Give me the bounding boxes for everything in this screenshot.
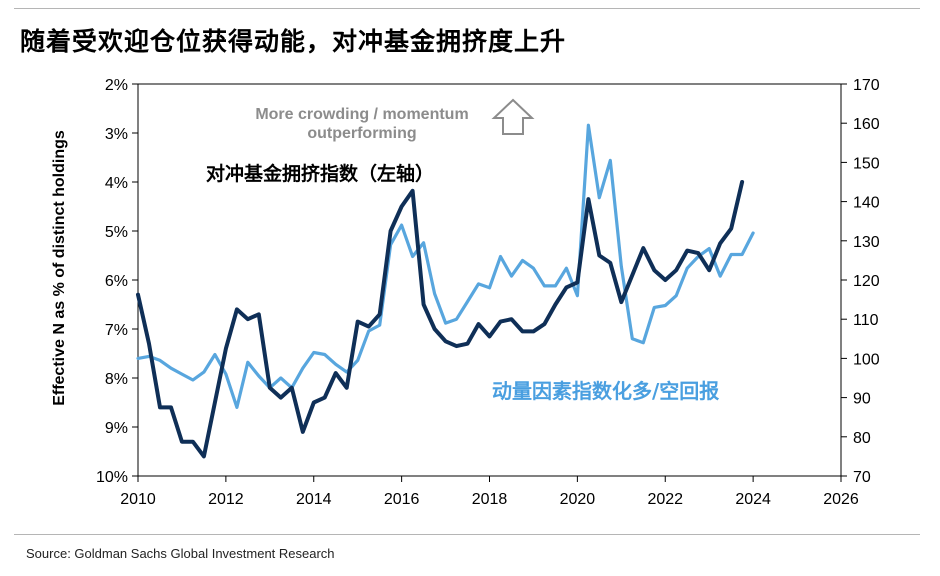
- y-left-tick-label: 4%: [105, 175, 128, 192]
- axis-ticks: 2010 2012 2014 2016 2018 2020 2022 2024 2026 2% 3%…: [96, 77, 880, 508]
- up-arrow-icon: [491, 98, 535, 135]
- y-right-tick-label: 140: [853, 195, 880, 212]
- x-tick-label: 2022: [647, 491, 683, 508]
- y-right-tick-label: 150: [853, 155, 880, 172]
- y-axis-left-title: Effective N as % of distinct holdings: [51, 130, 68, 406]
- y-left-tick-label: 9%: [105, 420, 128, 437]
- y-left-tick-label: 7%: [105, 322, 128, 339]
- x-tick-label: 2024: [735, 491, 771, 508]
- y-right-tick-label: 90: [853, 391, 871, 408]
- x-tick-label: 2020: [560, 491, 596, 508]
- x-tick-label: 2010: [120, 491, 156, 508]
- source-note: Source: Goldman Sachs Global Investment …: [26, 546, 335, 561]
- y-left-tick-label: 5%: [105, 224, 128, 241]
- y-right-tick-label: 160: [853, 116, 880, 133]
- y-left-tick-label: 6%: [105, 273, 128, 290]
- left-series-label: 对冲基金拥挤指数（左轴）: [206, 162, 434, 185]
- y-right-tick-label: 120: [853, 273, 880, 290]
- y-left-tick-label: 10%: [96, 469, 128, 486]
- y-right-tick-label: 170: [853, 77, 880, 94]
- right-series-label: 动量因素指数化多/空回报: [492, 379, 719, 403]
- top-note-line1: More crowding / momentum: [255, 106, 468, 123]
- bottom-rule: [14, 534, 920, 535]
- top-rule: [14, 8, 920, 9]
- y-left-tick-label: 8%: [105, 371, 128, 388]
- y-right-tick-label: 110: [853, 312, 879, 329]
- page-title: 随着受欢迎仓位获得动能，对冲基金拥挤度上升: [20, 27, 567, 56]
- y-left-tick-label: 3%: [105, 126, 128, 143]
- y-left-tick-label: 2%: [105, 77, 128, 94]
- x-tick-label: 2018: [472, 491, 508, 508]
- x-tick-label: 2016: [384, 491, 420, 508]
- y-right-tick-label: 100: [853, 351, 880, 368]
- y-right-tick-label: 70: [853, 469, 871, 486]
- series-layer: [136, 123, 755, 459]
- x-tick-label: 2014: [296, 491, 332, 508]
- plot-frame: [137, 83, 842, 477]
- y-right-tick-label: 80: [853, 430, 871, 447]
- series-line-momentum-return: [136, 123, 755, 409]
- series-line-crowding-index: [136, 180, 745, 459]
- x-tick-label: 2026: [823, 491, 859, 508]
- x-tick-label: 2012: [208, 491, 244, 508]
- top-note-line2: outperforming: [307, 125, 416, 142]
- y-right-tick-label: 130: [853, 234, 880, 251]
